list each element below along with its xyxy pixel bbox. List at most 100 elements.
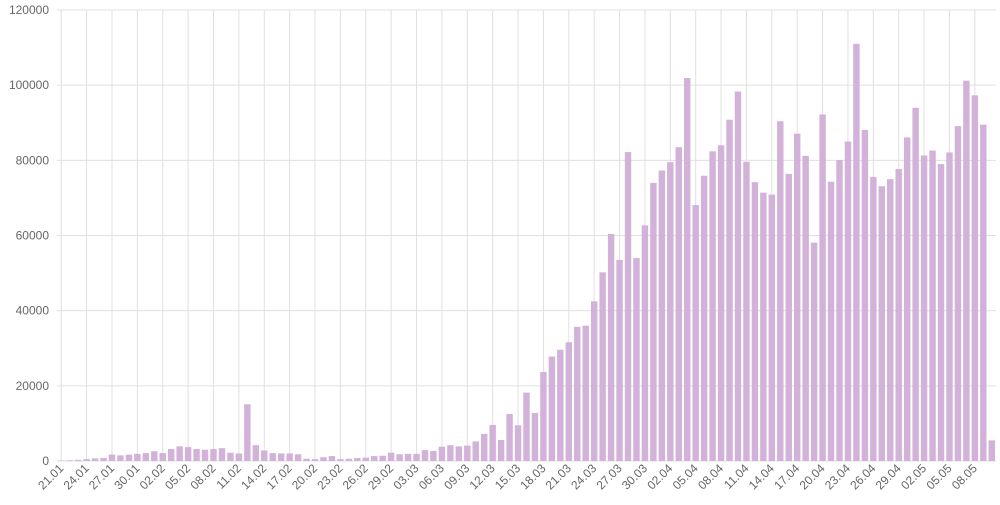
bar: [456, 446, 462, 461]
bar: [989, 440, 995, 461]
bar: [540, 372, 546, 461]
x-tick-label: 05.05: [923, 461, 954, 492]
bar: [92, 458, 98, 461]
bar: [608, 234, 614, 461]
bar: [853, 44, 859, 461]
bar: [66, 460, 72, 461]
bar: [760, 193, 766, 461]
bar: [980, 125, 986, 461]
bar: [819, 114, 825, 461]
bar: [616, 260, 622, 461]
x-tick-label: 26.02: [340, 461, 371, 492]
bar: [515, 425, 521, 461]
x-tick-label: 08.02: [187, 461, 218, 492]
x-tick-label: 09.03: [441, 461, 472, 492]
x-tick-label: 05.04: [670, 461, 701, 492]
bar: [236, 453, 242, 461]
x-tick-label: 06.03: [416, 461, 447, 492]
bar: [75, 460, 81, 461]
x-tick-label: 11.02: [213, 461, 244, 492]
bar: [701, 176, 707, 461]
bar: [117, 455, 123, 461]
bar: [176, 446, 182, 461]
bar: [354, 458, 360, 461]
bar: [659, 170, 665, 461]
bar: [371, 456, 377, 461]
x-tick-label: 20.02: [289, 461, 320, 492]
bar: [862, 130, 868, 461]
bar: [210, 449, 216, 461]
x-tick-label: 14.02: [238, 461, 269, 492]
bar: [794, 134, 800, 461]
bar: [126, 455, 132, 461]
bar: [642, 225, 648, 461]
bar: [726, 120, 732, 461]
x-tick-label: 27.01: [86, 461, 117, 492]
bar: [532, 413, 538, 461]
x-tick-label: 08.04: [695, 461, 726, 492]
bar: [312, 459, 318, 461]
bar: [151, 451, 157, 461]
x-tick-label: 27.03: [594, 461, 625, 492]
bar: [676, 147, 682, 461]
x-tick-label: 02.04: [644, 461, 675, 492]
y-tick-label: 120000: [9, 3, 49, 17]
bar: [786, 174, 792, 461]
bar: [286, 453, 292, 461]
bar: [709, 151, 715, 461]
bar: [160, 453, 166, 461]
bar: [439, 447, 445, 461]
y-tick-label: 60000: [16, 229, 50, 243]
x-tick-label: 18.03: [517, 461, 548, 492]
bar: [227, 453, 233, 461]
bar: [337, 459, 343, 461]
bar: [684, 78, 690, 461]
bar: [946, 152, 952, 461]
bar: [447, 445, 453, 461]
bar: [921, 155, 927, 461]
bar: [185, 447, 191, 461]
x-tick-label: 30.03: [619, 461, 650, 492]
bar: [430, 451, 436, 461]
x-tick-label: 21.03: [543, 461, 574, 492]
bar: [253, 445, 259, 461]
bar: [329, 456, 335, 461]
bar: [261, 450, 267, 461]
x-tick-label: 17.02: [264, 461, 295, 492]
bar: [599, 272, 605, 461]
x-tick-label: 08.05: [949, 461, 980, 492]
bar: [396, 454, 402, 461]
bar: [346, 459, 352, 461]
bar: [109, 455, 115, 461]
bar: [879, 186, 885, 461]
bar: [481, 434, 487, 461]
bar: [583, 326, 589, 461]
x-tick-label: 02.05: [898, 461, 929, 492]
x-tick-label: 21.01: [35, 461, 66, 492]
y-tick-label: 100000: [9, 78, 49, 92]
x-tick-label: 14.04: [746, 461, 777, 492]
bar: [202, 450, 208, 461]
bar: [718, 145, 724, 461]
bar: [295, 454, 301, 461]
bar: [752, 182, 758, 461]
x-tick-label: 29.02: [365, 461, 396, 492]
y-tick-label: 40000: [16, 304, 50, 318]
x-tick-label: 15.03: [492, 461, 523, 492]
bar: [270, 453, 276, 461]
x-tick-label: 05.02: [162, 461, 193, 492]
bar: [828, 182, 834, 461]
x-tick-label: 26.04: [847, 461, 878, 492]
bar: [143, 453, 149, 461]
x-tick-label: 17.04: [771, 461, 802, 492]
bar: [845, 142, 851, 461]
bar: [591, 301, 597, 461]
bar: [100, 458, 106, 461]
bar: [506, 414, 512, 461]
bar: [870, 177, 876, 461]
bar: [574, 327, 580, 461]
bar: [489, 425, 495, 461]
bar: [549, 357, 555, 461]
bar: [278, 453, 284, 461]
